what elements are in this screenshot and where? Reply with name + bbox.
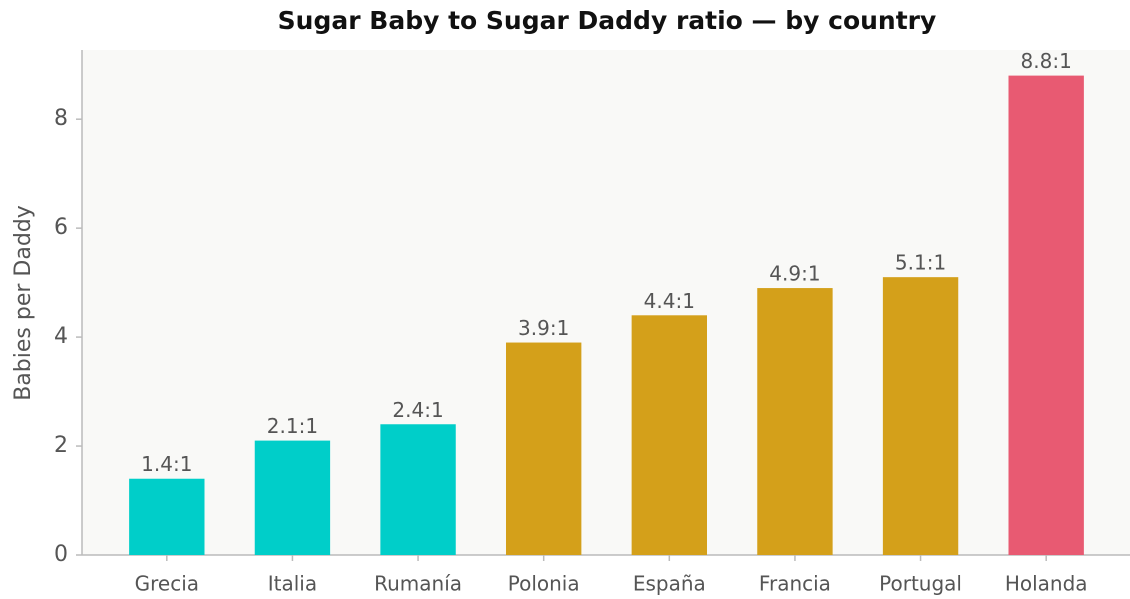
value-label: 2.1:1 (267, 414, 318, 438)
x-tick-label: Portugal (879, 572, 962, 596)
x-tick-label: Polonia (508, 572, 580, 596)
value-label: 3.9:1 (518, 316, 569, 340)
bar (129, 478, 205, 555)
x-tick-label: Holanda (1005, 572, 1088, 596)
plot-area (82, 50, 1130, 555)
bar (882, 277, 959, 555)
y-axis-label: Babies per Daddy (11, 205, 36, 401)
x-tick-label: España (633, 572, 706, 596)
y-tick-label: 8 (54, 106, 68, 131)
chart-title: Sugar Baby to Sugar Daddy ratio — by cou… (278, 6, 937, 35)
bar (254, 440, 331, 555)
value-label: 2.4:1 (392, 398, 443, 422)
value-label: 4.4:1 (644, 289, 695, 313)
y-tick-label: 6 (54, 215, 68, 240)
y-tick-label: 2 (54, 433, 68, 458)
value-label: 4.9:1 (769, 262, 820, 286)
bar (506, 342, 582, 555)
bar (757, 288, 833, 555)
x-tick-label: Francia (759, 572, 831, 596)
x-tick-label: Italia (268, 572, 317, 596)
value-label: 1.4:1 (141, 452, 192, 476)
y-tick-label: 4 (54, 324, 68, 349)
bar (631, 315, 707, 555)
x-tick-label: Rumanía (374, 572, 462, 596)
bar (1008, 75, 1084, 555)
bar (380, 424, 456, 555)
x-tick-label: Grecia (135, 572, 199, 596)
value-label: 5.1:1 (895, 251, 946, 275)
y-tick-label: 0 (54, 542, 68, 567)
value-label: 8.8:1 (1021, 49, 1072, 73)
